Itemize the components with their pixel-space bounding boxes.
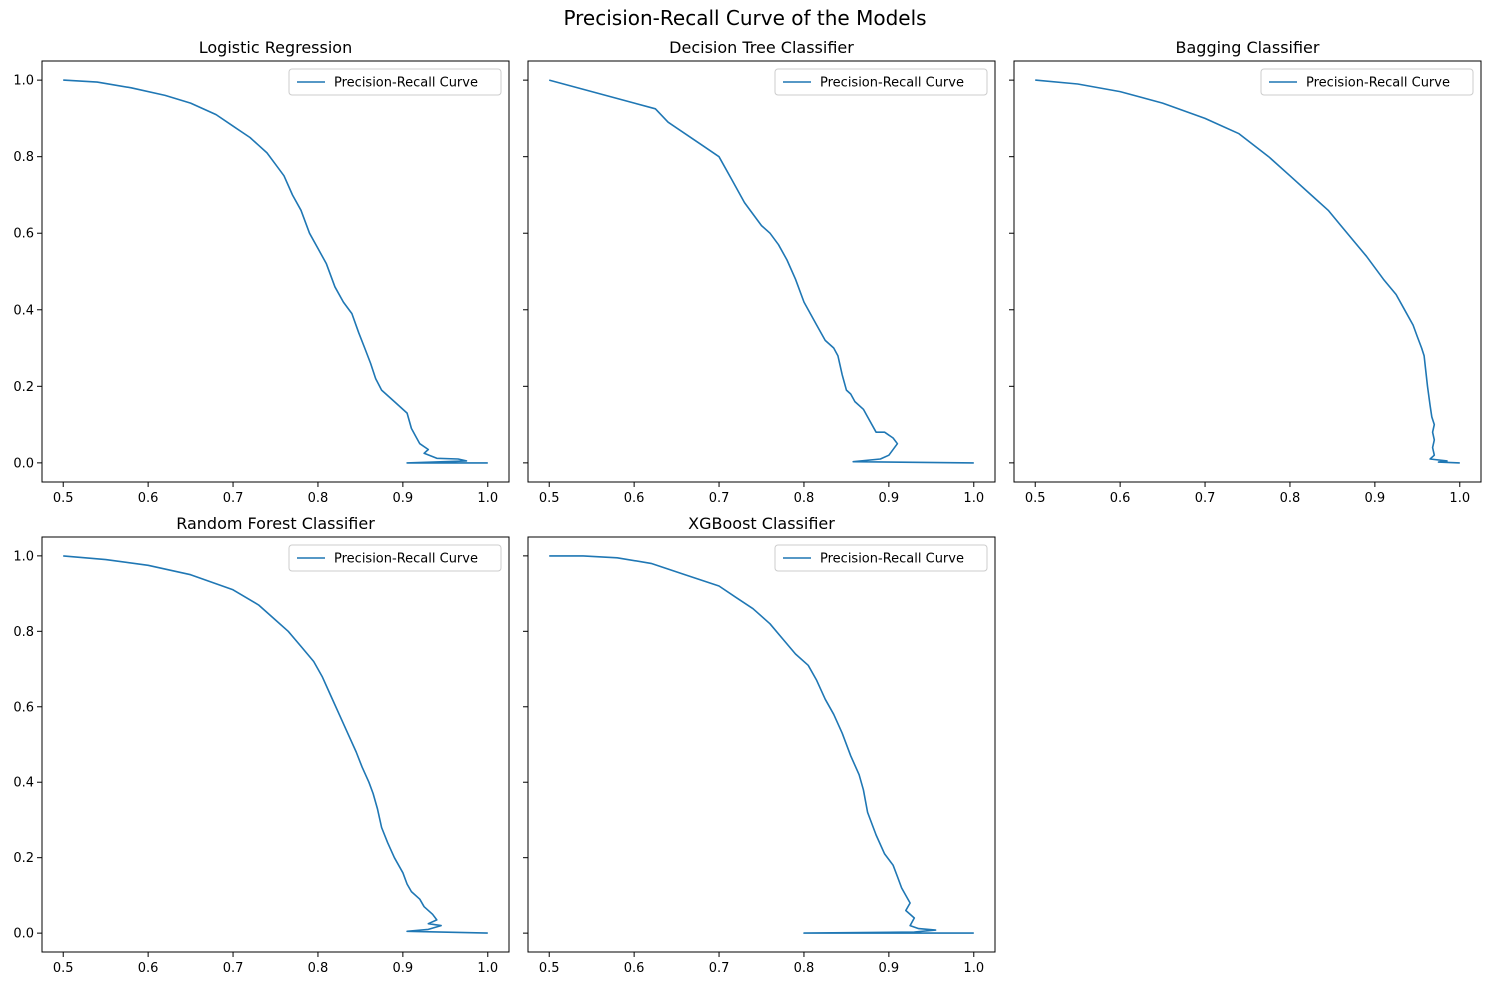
x-tick-label: 0.8 [308, 491, 329, 506]
y-tick-label: 0.8 [13, 150, 34, 165]
legend-box [1260, 68, 1474, 96]
series-line-1 [549, 555, 974, 934]
x-tick-label: 0.5 [539, 491, 560, 506]
legend: Precision-Recall Curve [288, 544, 502, 572]
x-tick-label: 0.6 [138, 961, 159, 976]
x-tick-label: 1.0 [963, 961, 984, 976]
legend-box [288, 68, 502, 96]
legend-label: Precision-Recall Curve [820, 76, 964, 91]
x-tick-label: 0.9 [879, 961, 900, 976]
x-tick-label: 0.9 [393, 961, 414, 976]
x-tick-label: 1.0 [477, 491, 498, 506]
series-line-1 [63, 79, 488, 464]
y-tick-label: 0.4 [13, 303, 34, 318]
y-tick-label: 1.0 [13, 74, 34, 89]
y-tick-label: 0.0 [13, 456, 34, 471]
subplot-1: Logistic Regression 0.5 0.6 0.7 0.8 0.9 1.0 0.0… [13, 38, 510, 506]
legend: Precision-Recall Curve [774, 544, 988, 572]
y-tick-label: 0.8 [13, 625, 34, 640]
legend: Precision-Recall Curve [774, 68, 988, 96]
y-tick-label: 0.4 [13, 776, 34, 791]
x-tick-label: 0.9 [1365, 491, 1386, 506]
x-tick-label: 0.7 [223, 961, 244, 976]
subplot-2: Decision Tree Classifier 0.5 0.6 0.7 0.8 0.9 1… [523, 38, 996, 506]
axes-frame [1013, 60, 1482, 483]
x-tick-label: 0.8 [794, 961, 815, 976]
subplot-title: Bagging Classifier [1176, 38, 1320, 57]
x-tick-label: 1.0 [477, 961, 498, 976]
x-tick-label: 0.8 [308, 961, 329, 976]
y-tick-label: 0.6 [13, 700, 34, 715]
legend: Precision-Recall Curve [288, 68, 502, 96]
y-tick-label: 0.2 [13, 380, 34, 395]
legend-box [774, 68, 988, 96]
x-tick-label: 0.9 [393, 491, 414, 506]
x-tick-label: 0.5 [1025, 491, 1046, 506]
x-tick-label: 0.8 [1280, 491, 1301, 506]
x-tick-label: 0.6 [1110, 491, 1131, 506]
axes-frame [527, 60, 996, 483]
legend: Precision-Recall Curve [1260, 68, 1474, 96]
x-tick-label: 0.8 [794, 491, 815, 506]
x-tick-label: 0.6 [138, 491, 159, 506]
x-tick-label: 0.9 [879, 491, 900, 506]
x-tick-label: 1.0 [963, 491, 984, 506]
x-tick-label: 0.6 [624, 491, 645, 506]
subplot-3: Bagging Classifier 0.5 0.6 0.7 0.8 0.9 1.0 Prec… [1009, 38, 1482, 506]
x-tick-label: 1.0 [1449, 491, 1470, 506]
y-tick-label: 0.2 [13, 851, 34, 866]
y-tick-label: 0.6 [13, 227, 34, 242]
series-line-1 [1035, 79, 1460, 464]
legend-label: Precision-Recall Curve [334, 552, 478, 567]
x-tick-label: 0.5 [539, 961, 560, 976]
subplot-4: Random Forest Classifier 0.5 0.6 0.7 0.8 0.9 1… [13, 514, 510, 976]
y-tick-label: 1.0 [13, 549, 34, 564]
subplot-title: XGBoost Classifier [688, 514, 835, 533]
x-tick-label: 0.7 [709, 961, 730, 976]
subplot-title: Random Forest Classifier [176, 514, 375, 533]
x-tick-label: 0.7 [709, 491, 730, 506]
legend-label: Precision-Recall Curve [334, 76, 478, 91]
subplot-title: Logistic Regression [199, 38, 352, 57]
series-line-1 [548, 79, 974, 464]
subplot-5: XGBoost Classifier 0.5 0.6 0.7 0.8 0.9 1.0 Prec… [523, 514, 996, 976]
legend-label: Precision-Recall Curve [1306, 76, 1450, 91]
x-tick-label: 0.5 [53, 961, 74, 976]
x-tick-label: 0.7 [223, 491, 244, 506]
legend-box [288, 544, 502, 572]
axes-frame [41, 536, 510, 953]
axes-frame [527, 536, 996, 953]
subplot-title: Decision Tree Classifier [669, 38, 854, 57]
legend-box [774, 544, 988, 572]
y-tick-label: 0.0 [13, 927, 34, 942]
x-tick-label: 0.6 [624, 961, 645, 976]
x-tick-label: 0.7 [1195, 491, 1216, 506]
x-tick-label: 0.5 [53, 491, 74, 506]
series-line-1 [63, 555, 488, 934]
axes-frame [41, 60, 510, 483]
figure-title: Precision-Recall Curve of the Models [563, 6, 926, 30]
legend-label: Precision-Recall Curve [820, 552, 964, 567]
